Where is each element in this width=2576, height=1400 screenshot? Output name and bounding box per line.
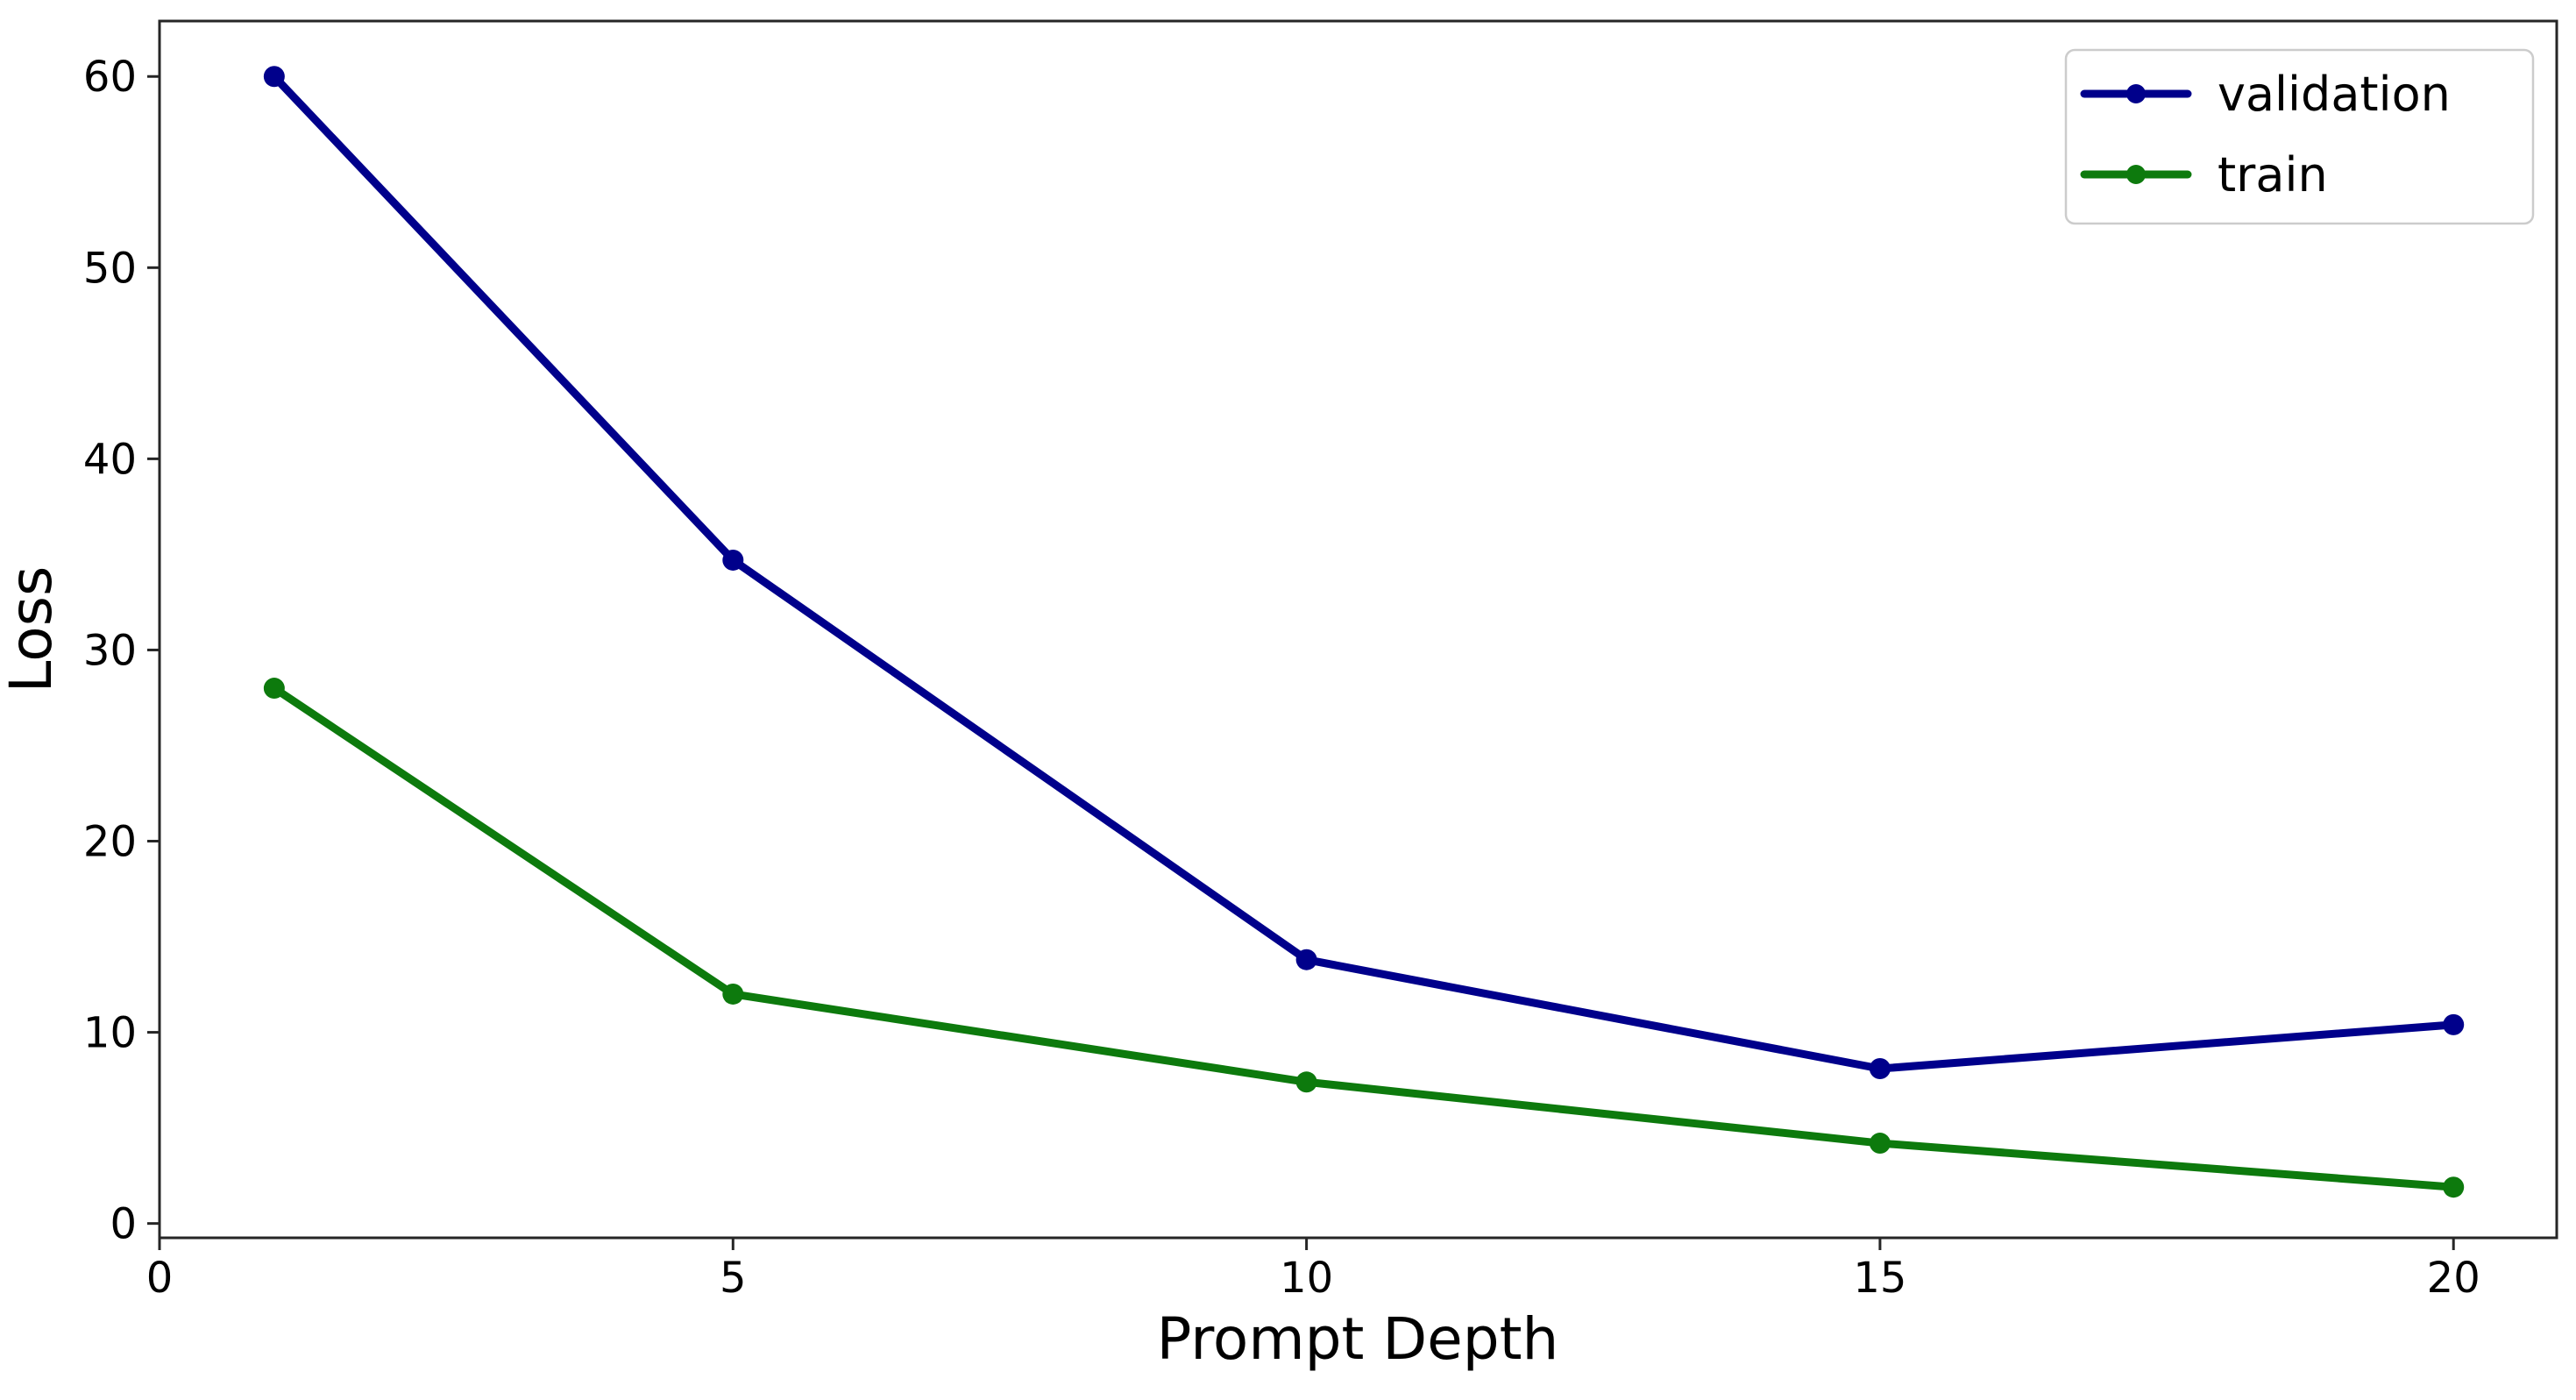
y-tick-label: 0 (110, 1200, 137, 1249)
train-marker (1869, 1133, 1891, 1155)
train-marker (1295, 1071, 1317, 1093)
validation-marker (263, 66, 285, 88)
train-line (270, 684, 2458, 1191)
y-tick-label: 20 (83, 818, 137, 867)
x-tick-label: 5 (720, 1254, 747, 1303)
x-tick-label: 20 (2427, 1254, 2480, 1303)
y-tick-label: 10 (83, 1009, 137, 1058)
axes-box (158, 19, 2558, 1240)
train-marker (2443, 1176, 2465, 1198)
y-axis-label: Loss (0, 566, 65, 693)
x-axis-label: Prompt Depth (1157, 1305, 1559, 1373)
legend-sample-marker-validation (2126, 84, 2146, 103)
legend-sample-marker-train (2126, 165, 2146, 184)
x-tick-label: 0 (146, 1254, 174, 1303)
y-tick-label: 30 (83, 626, 137, 675)
x-tick-label: 10 (1280, 1254, 1333, 1303)
train-marker (263, 678, 285, 700)
y-tick-label: 50 (83, 244, 137, 293)
train-marker (722, 983, 744, 1005)
y-tick-label: 60 (83, 53, 137, 102)
plot-area: 0 5 10 15 20 0 10 20 30 40 50 60 validation train (83, 19, 2558, 1303)
validation-marker (1295, 949, 1317, 970)
validation-marker (722, 549, 744, 571)
legend-label-train: train (2218, 147, 2328, 203)
x-tick-label: 15 (1853, 1254, 1906, 1303)
validation-marker (1869, 1058, 1891, 1080)
validation-line (270, 72, 2458, 1073)
y-tick-label: 40 (83, 435, 137, 484)
validation-marker (2443, 1013, 2465, 1035)
legend-label-validation: validation (2218, 67, 2451, 122)
